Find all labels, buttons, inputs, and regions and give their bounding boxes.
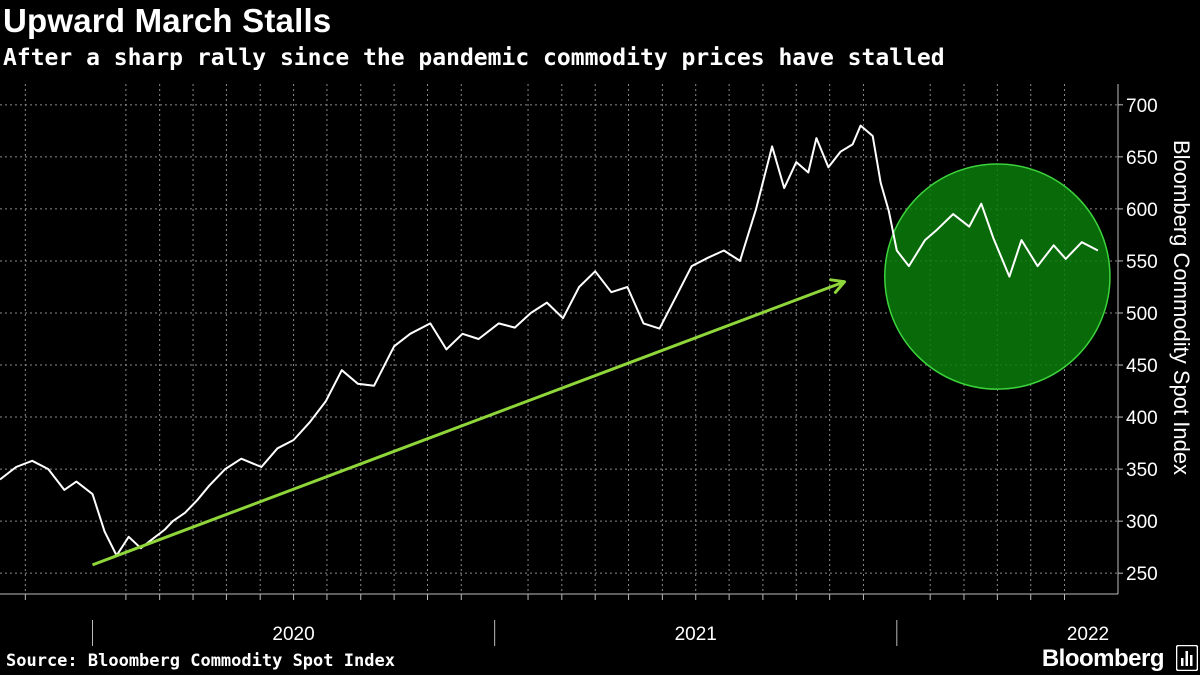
bloomberg-logo: Bloomberg: [1041, 645, 1165, 672]
y-axis-label: Bloomberg Commodity Spot Index: [1169, 140, 1194, 475]
highlight-circle: [883, 163, 1111, 390]
source-note: Source: Bloomberg Commodity Spot Index: [6, 651, 395, 671]
arrow-layer: [91, 278, 847, 567]
series-layer: [0, 124, 1099, 557]
chart-title: Upward March Stalls: [3, 2, 332, 39]
y-tick-label: 250: [1126, 564, 1158, 585]
trend-arrow-shaft: [91, 280, 846, 567]
axes: 250 300 350 400 450 500 550 600 650 700 2020 2021 20…: [0, 84, 1158, 646]
x-tick-label: 2021: [675, 624, 717, 645]
y-tick-label: 550: [1126, 252, 1158, 273]
y-tick-label: 300: [1126, 512, 1158, 533]
y-tick-label: 500: [1126, 304, 1158, 325]
x-tick-label: 2020: [272, 624, 314, 645]
y-tick-label: 600: [1126, 200, 1158, 221]
bloomberg-terminal-icon: [1176, 645, 1198, 671]
y-tick-label: 700: [1126, 96, 1158, 117]
series-line: [0, 124, 1099, 557]
x-tick-label: 2022: [1067, 624, 1109, 645]
y-tick-label: 650: [1126, 148, 1158, 169]
y-tick-label: 350: [1126, 460, 1158, 481]
y-tick-label: 400: [1126, 408, 1158, 429]
highlight-layer: [883, 163, 1111, 390]
trend-arrow-head: [829, 278, 847, 294]
chart-subtitle: After a sharp rally since the pandemic c…: [3, 45, 945, 71]
y-tick-label: 450: [1126, 356, 1158, 377]
